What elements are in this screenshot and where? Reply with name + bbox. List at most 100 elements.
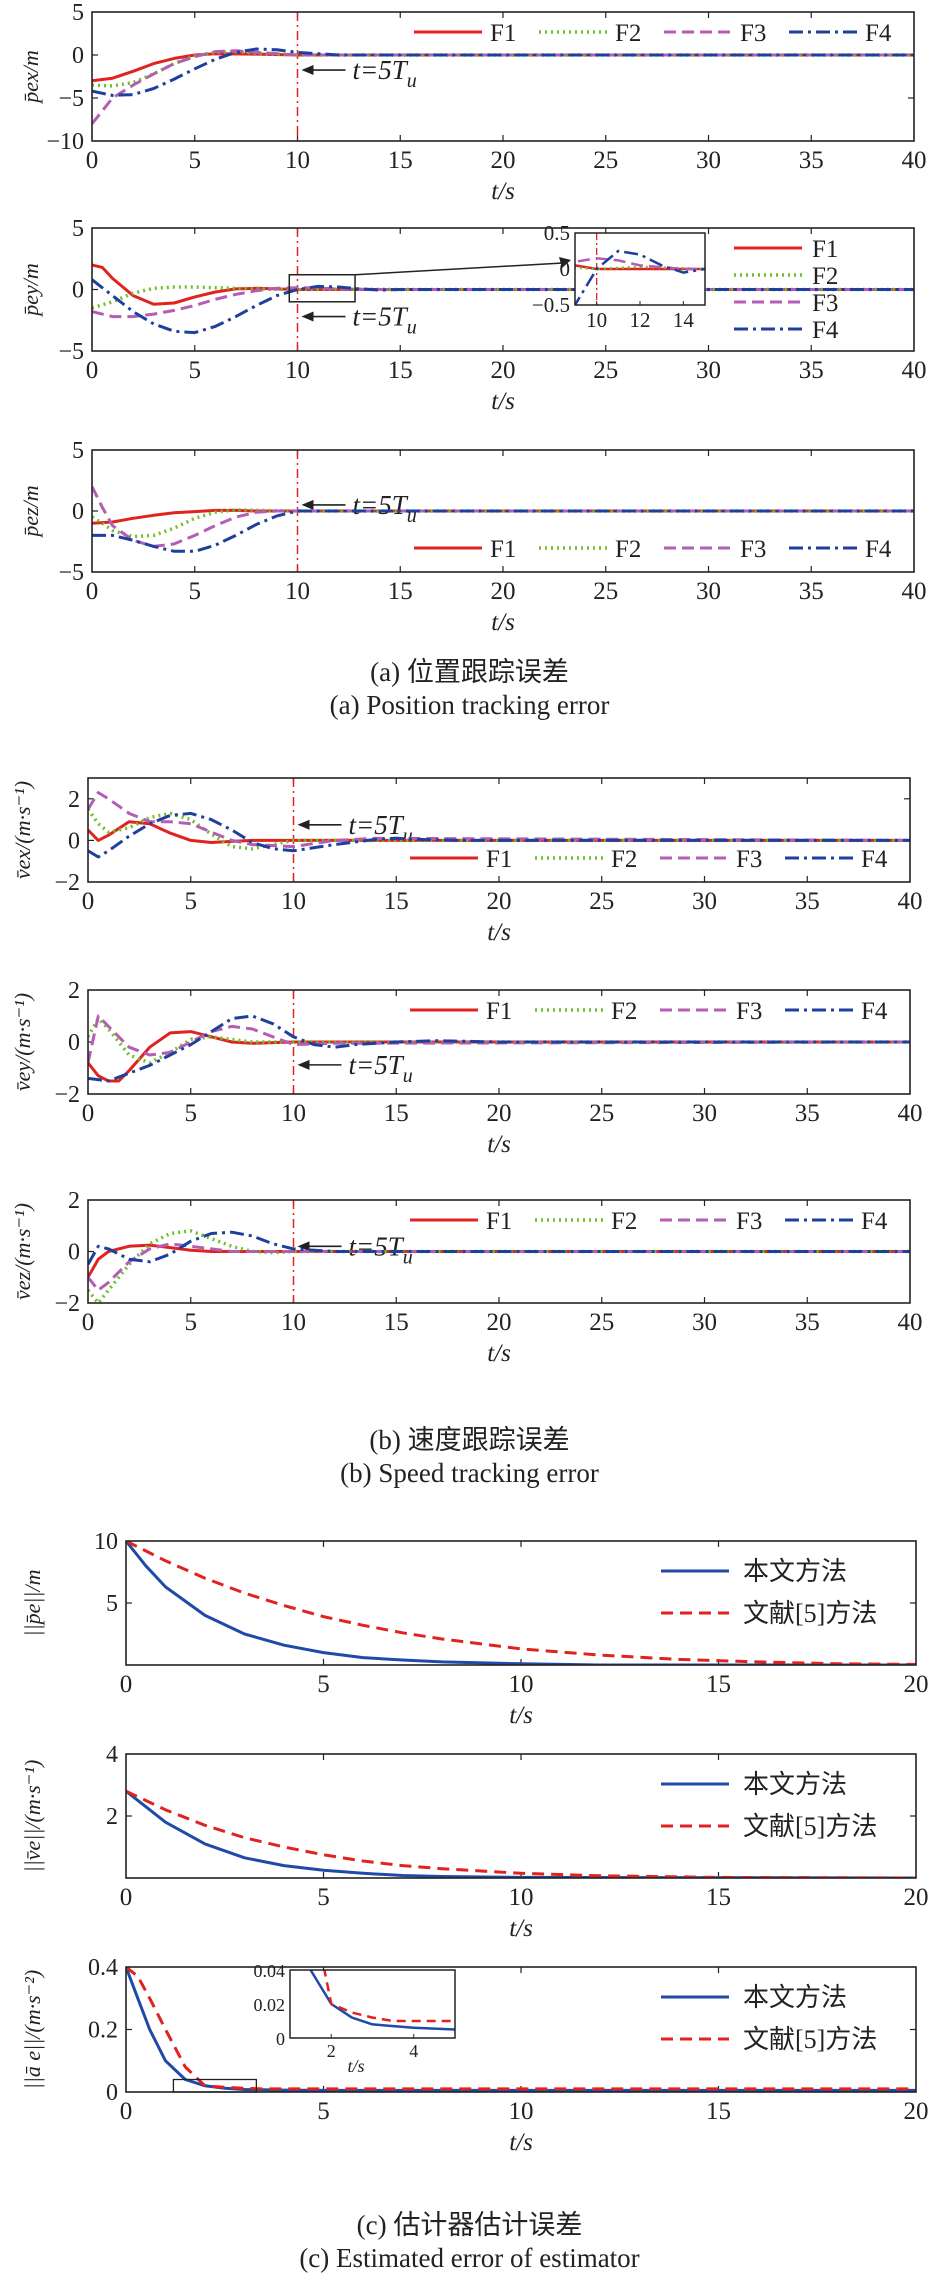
series-group [126, 1967, 916, 2092]
series-line-F2 [92, 49, 914, 88]
legend-label-F4: F4 [861, 1208, 888, 1235]
y-tick-label: −5 [58, 339, 84, 365]
legend-label-F4: F4 [861, 846, 888, 873]
y-tick-label: 0 [68, 1240, 80, 1266]
y-axis-label: ||p̄e||/m [20, 1570, 45, 1637]
series-line-F2 [88, 1229, 910, 1303]
series-line-F2 [88, 808, 910, 851]
y-tick-label: 0 [72, 499, 84, 525]
legend-label-F2: F2 [611, 846, 637, 873]
inset-chart: 2 4 0 0.02 0.04 t/s [254, 1961, 456, 2076]
zoom-source-box [288, 273, 356, 303]
series-line-F3 [88, 1014, 910, 1064]
series-line-F4 [92, 278, 914, 335]
x-tick-label: 30 [696, 578, 721, 605]
x-tick-label: 20 [904, 2098, 929, 2125]
x-axis-label: t/s [487, 919, 511, 946]
inset-series-group [309, 1970, 455, 2031]
inset-series-line [575, 256, 705, 271]
x-tick-label: 25 [589, 1100, 614, 1127]
legend-label-F2: F2 [615, 20, 641, 47]
x-tick-label: 0 [86, 357, 99, 384]
legend-label-ours: 本文方法 [743, 1983, 847, 2012]
legend-label-F2: F2 [812, 263, 838, 290]
legend-label-ref5: 文献[5]方法 [743, 2025, 877, 2054]
series-group [126, 1789, 916, 1878]
series-line-F1 [92, 52, 914, 83]
series-line-F1 [88, 1030, 910, 1083]
y-tick-label: 0 [106, 2080, 118, 2106]
y-axis-label: p̄ey/m [18, 263, 43, 318]
x-axis-label: t/s [491, 178, 515, 205]
y-tick-label: 2 [68, 978, 80, 1004]
series-group [126, 1541, 916, 1665]
annotation-arrow-head [297, 1059, 310, 1070]
x-axis-label: t/s [491, 388, 515, 415]
x-tick-label: 15 [384, 1309, 409, 1336]
zoom-arrow-shaft [354, 262, 564, 276]
series-line-F4 [92, 509, 914, 553]
series-line-ref5 [126, 1541, 916, 1665]
plot-frame [125, 1966, 917, 2093]
x-tick-label: 35 [795, 1309, 820, 1336]
x-tick-label: 5 [185, 1100, 198, 1127]
x-tick-label: 40 [898, 1309, 923, 1336]
x-tick-label: 40 [902, 578, 927, 605]
legend-label-F2: F2 [615, 536, 641, 563]
x-tick-label: 10 [285, 357, 310, 384]
x-tick-label: 15 [706, 1671, 731, 1698]
x-tick-label: 0 [82, 1100, 95, 1127]
legend-label-F2: F2 [611, 1208, 637, 1235]
x-tick-label: 5 [185, 888, 198, 915]
x-tick-label: 10 [509, 1671, 534, 1698]
x-tick-label: 10 [509, 2098, 534, 2125]
y-tick-label: −5 [58, 560, 84, 586]
inset-series-group [575, 233, 705, 305]
series-line-F4 [92, 47, 914, 97]
legend-label-F2: F2 [611, 998, 637, 1025]
series-line-F3 [92, 286, 914, 319]
chart-a1: 0 5 10 15 20 25 30 35 40 −10 −5 0 5 t/s p̄ex/m t=5Tu F1 F… [18, 0, 927, 205]
y-axis-label: ||v̄e||/(m·s⁻¹) [20, 1760, 45, 1873]
inset-series-line [575, 249, 705, 305]
annotation-arrow-head [297, 1241, 310, 1252]
series-line-F2 [92, 508, 914, 539]
series-line-ref5 [126, 1789, 916, 1878]
y-axis-label: v̄ey/(m·s⁻¹) [10, 993, 35, 1091]
series-group [92, 47, 914, 125]
x-tick-label: 25 [593, 147, 618, 174]
legend-label-F1: F1 [486, 1208, 512, 1235]
y-tick-label: 0.2 [88, 2018, 118, 2044]
x-tick-label: 30 [696, 357, 721, 384]
x-tick-label: 10 [281, 888, 306, 915]
inset-frame [289, 1969, 456, 2039]
y-tick-label: 4 [106, 1742, 118, 1768]
y-tick-label: 5 [72, 438, 84, 464]
legend-label-F3: F3 [736, 1208, 762, 1235]
x-tick-label: 20 [904, 1884, 929, 1911]
series-line-F3 [92, 485, 914, 548]
legend-label-F1: F1 [490, 536, 516, 563]
annotation-label: t=5Tu [353, 55, 417, 92]
y-tick-label: 2 [68, 1188, 80, 1214]
x-tick-label: 20 [487, 1309, 512, 1336]
x-tick-label: 20 [491, 578, 516, 605]
y-tick-label: 5 [72, 0, 84, 26]
inset-y-tick-label: 0 [560, 257, 571, 281]
series-group [88, 1229, 910, 1303]
inset-x-tick-label: 12 [630, 308, 651, 332]
legend-label-ours: 本文方法 [743, 1557, 847, 1586]
x-tick-label: 40 [902, 357, 927, 384]
series-group [88, 791, 910, 859]
y-tick-label: −2 [54, 870, 80, 896]
annotation-arrow-head [301, 499, 314, 510]
legend-label-F4: F4 [865, 20, 892, 47]
inset-y-tick-label: 0 [276, 2029, 285, 2049]
legend-label-ref5: 文献[5]方法 [743, 1812, 877, 1841]
inset-x-tick-label: 14 [673, 308, 695, 332]
x-tick-label: 15 [706, 2098, 731, 2125]
annotation-arrow-head [301, 65, 314, 76]
